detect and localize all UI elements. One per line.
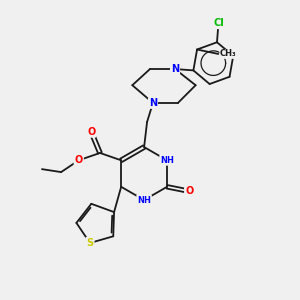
- Text: S: S: [86, 238, 94, 248]
- Text: NH: NH: [137, 196, 151, 205]
- Text: O: O: [75, 155, 83, 165]
- Text: N: N: [171, 64, 179, 74]
- Text: O: O: [185, 186, 193, 196]
- Text: NH: NH: [160, 156, 174, 165]
- Text: O: O: [87, 127, 95, 137]
- Text: N: N: [149, 98, 157, 108]
- Text: Cl: Cl: [213, 18, 224, 28]
- Text: CH₃: CH₃: [220, 50, 236, 58]
